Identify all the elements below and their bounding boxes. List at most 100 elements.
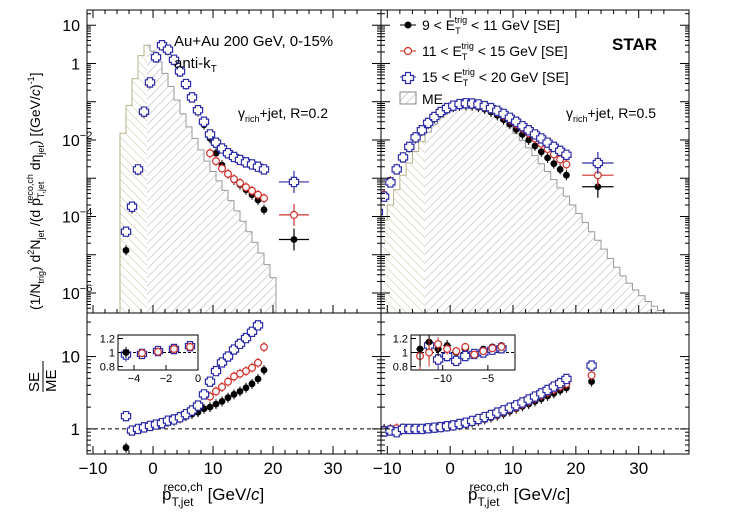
ratio-y-tick-label: 1 xyxy=(71,420,80,439)
ratio-inset-right: 1.2 1 0.8 −10 −5 xyxy=(393,334,516,385)
ratio-point xyxy=(368,433,375,440)
inset-y-tick-label: 0.8 xyxy=(100,362,115,374)
spectrum-point xyxy=(562,160,571,169)
x-tick-label: 0 xyxy=(445,459,454,478)
spectrum-point xyxy=(122,246,130,254)
star-label: STAR xyxy=(612,35,657,54)
inset-point xyxy=(416,345,424,353)
ratio-point xyxy=(218,382,227,391)
y-tick-label: 10−2 xyxy=(62,130,92,150)
panel-frame-bottom-right xyxy=(380,312,690,455)
spectrum-point xyxy=(563,171,570,179)
inset-point xyxy=(497,342,506,351)
spectrum-point xyxy=(192,105,204,116)
ratio-point xyxy=(246,326,258,337)
inset-y-tick-label: 1.2 xyxy=(393,334,408,346)
ratio-point xyxy=(122,444,130,452)
inset-y-tick-label: 1 xyxy=(402,348,408,360)
spectrum-point xyxy=(385,177,396,188)
spectrum-point xyxy=(138,106,150,117)
spectrum-point xyxy=(204,129,216,140)
spectrum-point xyxy=(212,157,221,166)
ratio-point xyxy=(222,351,234,362)
x-tick-label: 30 xyxy=(629,459,648,478)
x-tick-label: 30 xyxy=(324,459,343,478)
ratio-point xyxy=(224,394,232,402)
inset-point xyxy=(479,347,488,356)
inset-point xyxy=(470,350,479,359)
inset-point xyxy=(432,354,444,365)
svg-text:ME: ME xyxy=(43,370,60,393)
x-tick-label: 20 xyxy=(264,459,283,478)
spectrum-point xyxy=(594,183,602,191)
me-histogram xyxy=(425,102,671,313)
spectrum-point xyxy=(550,160,558,168)
inset-y-tick-label: 1 xyxy=(109,348,115,360)
legend: 9 < ETtrig < 11 GeV [SE] 11 < ETtrig < 1… xyxy=(399,15,569,107)
collision-label: Au+Au 200 GeV, 0-15% xyxy=(174,33,333,50)
spectrum-point xyxy=(144,77,156,88)
spectrum-point xyxy=(397,152,409,163)
spectrum-point xyxy=(556,166,564,173)
ratio-point xyxy=(587,371,596,380)
ratio-y-label: SE ME xyxy=(26,361,60,392)
svg-text:SE: SE xyxy=(26,372,43,392)
spectrum-point xyxy=(422,117,434,129)
ratio-point xyxy=(367,429,376,438)
spectrum-point xyxy=(404,141,415,153)
ratio-point xyxy=(260,366,268,374)
ratio-point xyxy=(242,367,251,376)
svg-text:ME: ME xyxy=(422,91,443,107)
ratio-point xyxy=(216,357,228,368)
ratio-point xyxy=(212,387,221,396)
ratio-point xyxy=(252,320,264,331)
legend-entry-1: 9 < ETtrig < 11 GeV [SE] xyxy=(400,15,560,36)
y-tick-label: 10−6 xyxy=(62,283,92,303)
spectrum-point xyxy=(236,179,245,188)
ratio-point xyxy=(210,365,222,377)
ratio-point xyxy=(248,380,256,388)
inset-point xyxy=(443,345,452,354)
spectrum-point xyxy=(410,132,421,143)
ratio-point xyxy=(236,387,244,395)
inset-point xyxy=(434,340,443,349)
inset-point xyxy=(425,348,434,357)
ratio-point xyxy=(192,400,204,411)
inset-point xyxy=(154,347,163,356)
spectrum-point xyxy=(230,175,239,184)
inset-x-tick-label: −5 xyxy=(482,373,495,385)
inset-point xyxy=(441,350,453,362)
spectrum-point xyxy=(416,125,428,136)
spectrum-point xyxy=(258,164,270,175)
panel-label-left: γrich+jet, R=0.2 xyxy=(238,105,328,124)
ratio-point xyxy=(198,389,210,400)
svg-text:15 < ETtrig < 20 GeV [SE]: 15 < ETtrig < 20 GeV [SE] xyxy=(422,67,569,88)
spectrum-point xyxy=(242,183,251,192)
x-tick-label: 10 xyxy=(204,459,223,478)
spectrum-point xyxy=(162,44,174,55)
legend-entry-3: 15 < ETtrig < 20 GeV [SE] xyxy=(400,67,569,88)
spectrum-point xyxy=(592,157,604,169)
spectrum-point xyxy=(150,52,162,63)
spectrum-point xyxy=(186,92,198,103)
ratio-point xyxy=(242,384,250,392)
spectrum-point xyxy=(168,54,180,65)
y-tick-label: 10−4 xyxy=(62,206,92,226)
spectrum-point xyxy=(132,164,144,175)
spectrum-point xyxy=(381,207,382,213)
ratio-point xyxy=(212,400,220,408)
ratio-inset-left: 1.2 1 0.8 −4 −2 0 xyxy=(100,334,201,386)
ratio-point xyxy=(218,398,226,405)
spectrum-point xyxy=(391,164,402,175)
ratio-point xyxy=(248,363,257,372)
spectrum-point xyxy=(368,222,375,229)
ratio-point xyxy=(240,332,252,344)
spectrum-point xyxy=(218,164,227,173)
spectrum-point xyxy=(288,176,300,188)
inset-y-tick-label: 1.2 xyxy=(100,334,115,346)
spectrum-point xyxy=(531,142,539,150)
spectrum-point xyxy=(381,191,390,202)
inset-x-tick-label: −2 xyxy=(160,373,173,385)
me-histogram xyxy=(147,44,277,313)
ratio-point xyxy=(260,343,269,352)
